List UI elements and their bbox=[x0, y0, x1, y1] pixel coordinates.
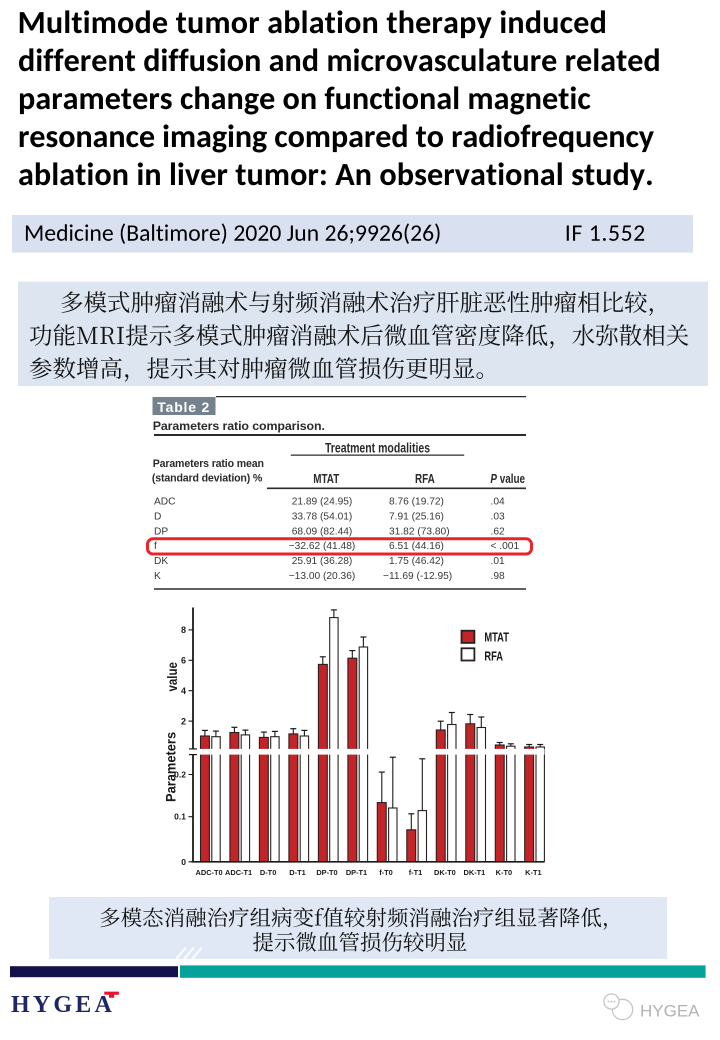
svg-text:K: K bbox=[154, 571, 161, 582]
svg-text:.04: .04 bbox=[491, 497, 505, 508]
svg-text:33.78 (54.01): 33.78 (54.01) bbox=[292, 511, 353, 522]
svg-text:Parameters ratio mean: Parameters ratio mean bbox=[153, 458, 264, 470]
svg-text:HYGEA: HYGEA bbox=[11, 992, 115, 1018]
svg-text:DP-T1: DP-T1 bbox=[346, 868, 367, 877]
svg-text:6.51 (44.16): 6.51 (44.16) bbox=[389, 541, 444, 552]
svg-text:Table 2: Table 2 bbox=[157, 399, 210, 415]
svg-text:D: D bbox=[154, 511, 161, 522]
svg-text:(standard deviation) %: (standard deviation) % bbox=[152, 472, 263, 484]
svg-text:25.91 (36.28): 25.91 (36.28) bbox=[292, 556, 353, 567]
svg-text:D-T0: D-T0 bbox=[260, 868, 276, 877]
svg-text:DK-T1: DK-T1 bbox=[464, 868, 486, 877]
svg-text:−32.62 (41.48): −32.62 (41.48) bbox=[289, 541, 356, 552]
svg-text:DP-T0: DP-T0 bbox=[316, 868, 337, 877]
svg-text:8: 8 bbox=[181, 625, 186, 635]
svg-text:8.76 (19.72): 8.76 (19.72) bbox=[389, 497, 444, 508]
svg-text:.62: .62 bbox=[491, 526, 505, 537]
svg-text:P value: P value bbox=[490, 473, 525, 486]
svg-text:68.09 (82.44): 68.09 (82.44) bbox=[292, 526, 353, 537]
svg-text:21.89 (24.95): 21.89 (24.95) bbox=[292, 497, 353, 508]
svg-text:ADC: ADC bbox=[154, 497, 176, 508]
svg-text:MTAT: MTAT bbox=[484, 631, 509, 645]
svg-text:0.2: 0.2 bbox=[174, 770, 186, 780]
svg-text:RFA: RFA bbox=[484, 650, 503, 664]
svg-text:ADC-T0: ADC-T0 bbox=[196, 868, 223, 877]
svg-text:.03: .03 bbox=[491, 511, 505, 522]
svg-text:value: value bbox=[164, 662, 180, 691]
svg-text:K-T0: K-T0 bbox=[496, 868, 512, 877]
svg-text:0.1: 0.1 bbox=[174, 812, 186, 822]
svg-text:0: 0 bbox=[181, 857, 186, 867]
svg-text:MTAT: MTAT bbox=[313, 473, 339, 486]
svg-text:Parameters: Parameters bbox=[163, 732, 179, 802]
svg-text:2: 2 bbox=[181, 716, 186, 726]
svg-text:< .001: < .001 bbox=[491, 541, 520, 552]
svg-text:HYGEA: HYGEA bbox=[640, 1002, 700, 1021]
svg-text:Treatment modalities: Treatment modalities bbox=[325, 440, 430, 456]
svg-text:7.91 (25.16): 7.91 (25.16) bbox=[389, 511, 444, 522]
svg-text:1.75 (46.42): 1.75 (46.42) bbox=[389, 556, 444, 567]
svg-text:D-T1: D-T1 bbox=[289, 868, 305, 877]
svg-text:4: 4 bbox=[181, 686, 186, 696]
svg-text:−13.00 (20.36): −13.00 (20.36) bbox=[289, 571, 356, 582]
svg-text:f-T1: f-T1 bbox=[409, 868, 423, 877]
svg-text:DK: DK bbox=[154, 556, 168, 567]
svg-text:−11.69 (-12.95): −11.69 (-12.95) bbox=[383, 571, 452, 582]
svg-text:Parameters ratio comparison.: Parameters ratio comparison. bbox=[153, 419, 325, 433]
svg-text:K-T1: K-T1 bbox=[525, 868, 541, 877]
svg-text:.01: .01 bbox=[491, 556, 505, 567]
svg-text:f-T0: f-T0 bbox=[379, 868, 393, 877]
svg-text:f: f bbox=[154, 541, 157, 552]
svg-text:DP: DP bbox=[154, 526, 168, 537]
svg-text:ADC-T1: ADC-T1 bbox=[225, 868, 252, 877]
svg-text:DK-T0: DK-T0 bbox=[434, 868, 456, 877]
svg-text:RFA: RFA bbox=[415, 473, 435, 486]
svg-text:31.82 (73.80): 31.82 (73.80) bbox=[389, 526, 450, 537]
svg-text:6: 6 bbox=[181, 656, 186, 666]
svg-text:.98: .98 bbox=[491, 571, 505, 582]
